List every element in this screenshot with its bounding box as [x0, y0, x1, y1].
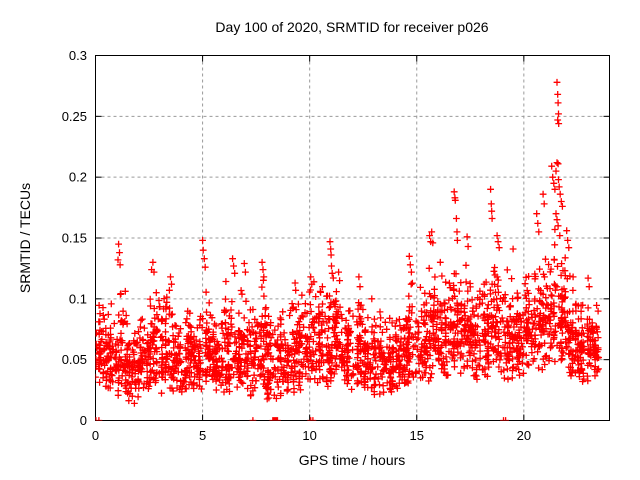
- x-tick-label: 15: [410, 428, 424, 443]
- x-tick-label: 5: [199, 428, 206, 443]
- x-tick-label: 0: [92, 428, 99, 443]
- chart-title: Day 100 of 2020, SRMTID for receiver p02…: [215, 19, 489, 35]
- y-tick-label: 0: [80, 413, 87, 428]
- y-tick-label: 0.05: [62, 352, 87, 367]
- y-tick-label: 0.3: [69, 48, 87, 63]
- y-tick-label: 0.1: [69, 291, 87, 306]
- y-tick-label: 0.15: [62, 231, 87, 246]
- x-tick-label: 10: [302, 428, 316, 443]
- y-tick-label: 0.25: [62, 109, 87, 124]
- scatter-points: [95, 78, 602, 421]
- x-tick-label: 20: [517, 428, 531, 443]
- x-axis-label: GPS time / hours: [298, 452, 406, 468]
- y-tick-label: 0.2: [69, 170, 87, 185]
